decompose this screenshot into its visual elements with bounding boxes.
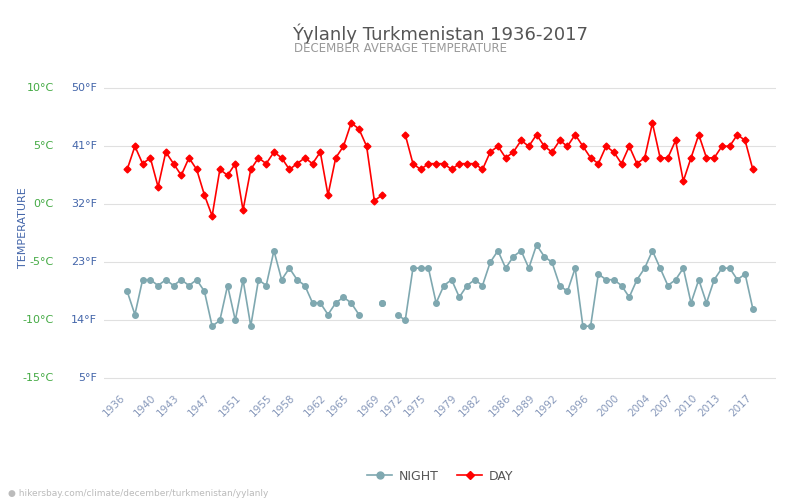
Text: 23°F: 23°F xyxy=(71,258,98,268)
Text: 32°F: 32°F xyxy=(71,200,98,209)
Text: 10°C: 10°C xyxy=(26,83,54,93)
Text: 5°F: 5°F xyxy=(78,374,98,384)
Text: 5°C: 5°C xyxy=(34,142,54,152)
Text: DECEMBER AVERAGE TEMPERATURE: DECEMBER AVERAGE TEMPERATURE xyxy=(294,42,506,56)
Legend: NIGHT, DAY: NIGHT, DAY xyxy=(362,465,518,488)
Title: Ýylanly Turkmenistan 1936-2017: Ýylanly Turkmenistan 1936-2017 xyxy=(292,24,588,44)
Text: 0°C: 0°C xyxy=(34,200,54,209)
Text: 41°F: 41°F xyxy=(71,142,98,152)
Text: 14°F: 14°F xyxy=(71,316,98,326)
Text: -5°C: -5°C xyxy=(30,258,54,268)
Text: -10°C: -10°C xyxy=(22,316,54,326)
Y-axis label: TEMPERATURE: TEMPERATURE xyxy=(18,187,28,268)
Text: 50°F: 50°F xyxy=(71,83,98,93)
Text: ● hikersbay.com/climate/december/turkmenistan/yylanly: ● hikersbay.com/climate/december/turkmen… xyxy=(8,488,268,498)
Text: -15°C: -15°C xyxy=(22,374,54,384)
